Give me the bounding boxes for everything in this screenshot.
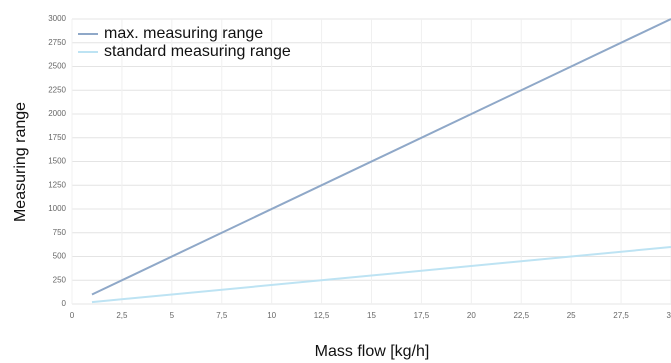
legend-label: standard measuring range	[104, 43, 291, 60]
x-tick-label: 30	[667, 311, 671, 320]
series-line	[91, 246, 671, 304]
y-tick-label: 2500	[48, 62, 66, 71]
y-tick-label: 250	[53, 275, 67, 284]
x-axis-label: Mass flow [kg/h]	[315, 343, 430, 360]
x-tick-label: 5	[170, 311, 175, 320]
x-tick-label: 20	[467, 311, 476, 320]
y-tick-label: 1250	[48, 180, 66, 189]
y-tick-label: 2000	[48, 109, 66, 118]
x-tick-label: 2,5	[116, 311, 128, 320]
y-tick-label: 750	[53, 228, 67, 237]
y-axis-label: Measuring range	[12, 102, 29, 222]
x-tick-label: 15	[367, 311, 376, 320]
legend-label: max. measuring range	[104, 25, 263, 42]
x-tick-label: 27,5	[613, 311, 629, 320]
x-tick-label: 7,5	[216, 311, 228, 320]
y-tick-label: 1000	[48, 204, 66, 213]
x-tick-label: 12,5	[314, 311, 330, 320]
x-tick-label: 17,5	[414, 311, 430, 320]
x-tick-label: 0	[70, 311, 75, 320]
x-tick-label: 10	[267, 311, 276, 320]
y-tick-label: 1750	[48, 133, 66, 142]
y-tick-label: 3000	[48, 14, 66, 23]
y-tick-label: 2250	[48, 85, 66, 94]
y-tick-label: 1500	[48, 157, 66, 166]
y-tick-label: 0	[62, 299, 67, 308]
x-tick-label: 22,5	[513, 311, 529, 320]
y-tick-label: 2750	[48, 38, 66, 47]
series-line	[91, 18, 671, 296]
y-tick-label: 500	[53, 252, 67, 261]
x-tick-label: 25	[567, 311, 576, 320]
